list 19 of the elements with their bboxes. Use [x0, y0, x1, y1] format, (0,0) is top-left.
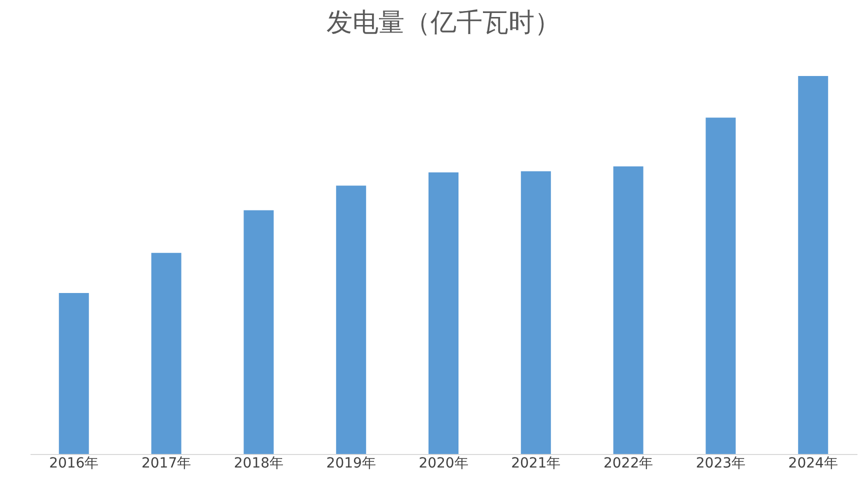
bar — [520, 171, 551, 454]
bar — [706, 118, 736, 454]
x-tick-label: 2020年 — [418, 456, 468, 472]
x-tick-label: 2016年 — [49, 456, 99, 472]
bar — [428, 172, 458, 454]
x-tick-label: 2019年 — [326, 456, 376, 472]
x-tick-label: 2024年 — [788, 456, 838, 472]
x-tick-label: 2017年 — [141, 456, 192, 472]
bar — [58, 292, 89, 454]
x-tick-label: 2021年 — [511, 456, 561, 472]
bar — [151, 252, 182, 454]
x-tick-label: 2023年 — [696, 456, 746, 472]
bar — [798, 76, 828, 454]
chart-title: 发电量（亿千瓦时） — [326, 8, 560, 38]
bar — [613, 166, 644, 454]
bar — [244, 210, 274, 454]
x-tick-label: 2018年 — [234, 456, 284, 472]
x-tick-label: 2022年 — [603, 456, 654, 472]
bar — [336, 186, 366, 454]
